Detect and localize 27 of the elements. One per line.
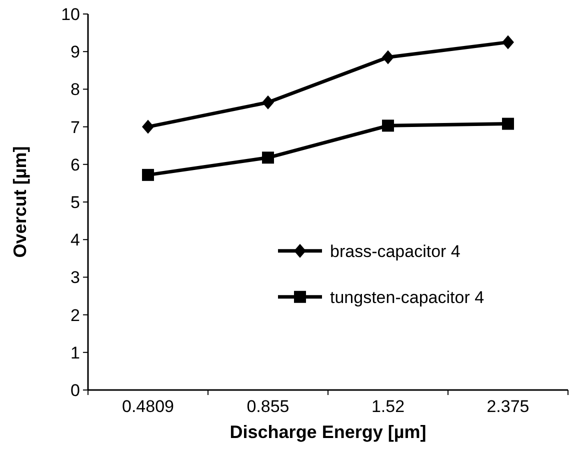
y-axis-title: Overcut [µm] — [10, 146, 30, 258]
x-tick-label: 0.4809 — [122, 397, 174, 416]
y-tick-label: 0 — [70, 380, 80, 400]
y-tick-label: 6 — [70, 155, 80, 174]
point — [262, 152, 274, 164]
y-tick-label: 2 — [70, 306, 80, 325]
legend-label: brass-capacitor 4 — [330, 242, 460, 261]
x-tick-label: 2.375 — [486, 397, 530, 416]
x-tick-label: 1.52 — [371, 397, 405, 416]
point — [142, 120, 154, 134]
x-tick-label: 0.855 — [246, 397, 290, 416]
point — [142, 168, 154, 181]
y-tick-label: 9 — [70, 42, 80, 62]
y-tick-label: 1 — [70, 343, 80, 362]
y-tick-label: 3 — [70, 268, 80, 288]
y-tick-label: 7 — [70, 118, 80, 137]
y-tick-label: 4 — [70, 230, 80, 250]
x-axis-title: Discharge Energy [µm] — [230, 422, 426, 442]
y-tick-label: 10 — [61, 4, 80, 24]
point — [502, 35, 514, 50]
y-tick-label: 8 — [70, 80, 80, 100]
point — [382, 50, 394, 64]
y-tick-label: 5 — [70, 192, 80, 212]
point — [262, 95, 274, 110]
legend-label: tungsten-capacitor 4 — [330, 288, 484, 307]
point — [502, 118, 514, 130]
point — [382, 120, 394, 132]
